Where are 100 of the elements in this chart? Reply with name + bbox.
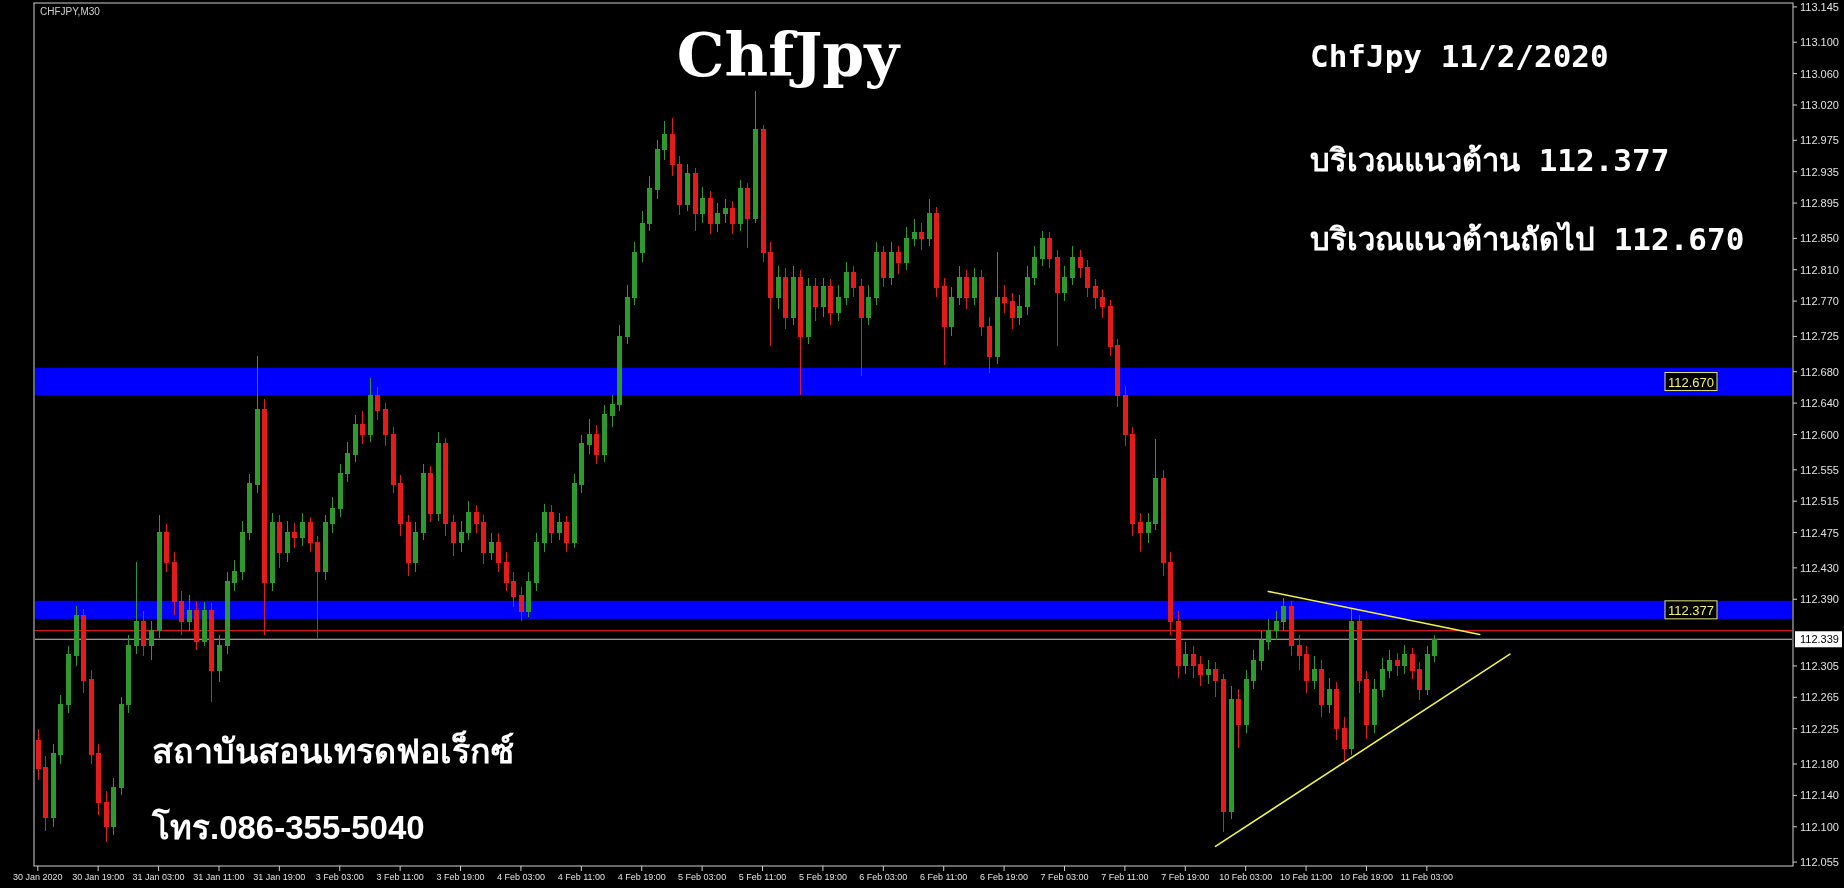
y-tick-label: 112.935	[1800, 165, 1839, 178]
candlestick	[533, 531, 540, 593]
candlestick	[193, 600, 200, 651]
candlestick	[1046, 231, 1053, 269]
candlestick	[1296, 633, 1303, 671]
candlestick	[654, 139, 661, 200]
x-tick-label: 5 Feb 11:00	[738, 872, 787, 882]
candlestick	[820, 276, 827, 318]
y-tick-label: 112.850	[1800, 232, 1839, 245]
candlestick	[616, 323, 623, 412]
candlestick	[865, 284, 872, 326]
candlestick	[344, 441, 351, 483]
candlestick	[412, 521, 419, 573]
candlestick	[1031, 245, 1038, 287]
y-tick-label: 112.895	[1800, 197, 1839, 210]
candlestick	[420, 463, 427, 542]
candlestick	[118, 696, 125, 797]
candlestick	[503, 551, 510, 593]
y-tick-label: 112.180	[1800, 758, 1839, 771]
x-tick-label: 3 Feb 11:00	[376, 872, 424, 882]
candlestick	[510, 571, 517, 608]
y-tick-label: 112.810	[1800, 263, 1839, 276]
y-tick-label: 112.725	[1800, 330, 1839, 343]
candlestick	[148, 620, 155, 662]
candlestick	[1273, 610, 1280, 641]
candlestick	[171, 551, 178, 616]
candlestick	[352, 414, 359, 463]
x-tick-label: 6 Feb 11:00	[920, 872, 968, 882]
candlestick	[843, 261, 850, 306]
annotation: CHFJPY,M30	[40, 6, 101, 17]
x-tick-label: 10 Feb 11:00	[1279, 872, 1333, 882]
candlestick	[880, 245, 887, 288]
y-tick-label: 112.305	[1800, 659, 1839, 672]
candlestick	[722, 198, 729, 224]
candlestick	[948, 286, 955, 338]
candlestick	[1114, 338, 1121, 408]
candlestick	[1318, 659, 1325, 718]
annotation: บริเวณแนวต้านถัดไป 112.670	[1310, 221, 1745, 257]
candlestick	[646, 174, 653, 232]
candlestick	[1084, 259, 1091, 298]
candlestick	[88, 669, 95, 765]
candlestick	[729, 200, 736, 236]
candlestick	[405, 513, 412, 577]
candlestick	[812, 276, 819, 322]
candlestick	[42, 755, 49, 832]
x-tick-label: 10 Feb 03:00	[1219, 872, 1273, 882]
candlestick	[1424, 645, 1431, 696]
candlestick	[699, 186, 706, 224]
band-label: 112.377	[1664, 600, 1718, 620]
candlestick	[1069, 245, 1076, 287]
candlestick	[1431, 634, 1438, 663]
y-tick-label: 112.055	[1800, 856, 1839, 869]
candlestick	[1054, 249, 1061, 347]
candlestick	[442, 437, 449, 538]
candlestick	[601, 403, 608, 463]
candlestick	[631, 241, 638, 306]
candlestick	[284, 520, 291, 563]
candlestick	[971, 267, 978, 306]
x-tick-label: 4 Feb 11:00	[557, 872, 606, 882]
y-tick-label: 112.475	[1800, 526, 1839, 539]
ref-line-label: 112.339	[1800, 633, 1839, 646]
candlestick	[1379, 657, 1386, 699]
candlestick	[80, 607, 87, 695]
x-tick-label: 5 Feb 03:00	[678, 872, 727, 882]
candlestick	[1288, 600, 1295, 657]
candlestick	[359, 410, 366, 445]
candlestick	[208, 602, 215, 703]
candlestick	[110, 777, 117, 836]
y-tick-label: 113.100	[1800, 36, 1839, 49]
candlestick	[1099, 288, 1106, 320]
candlestick	[186, 594, 193, 632]
candlestick	[963, 269, 970, 310]
candlestick	[103, 790, 110, 843]
y-tick-label: 112.680	[1800, 365, 1839, 378]
x-tick-label: 6 Feb 03:00	[859, 872, 908, 882]
candlestick	[994, 251, 1001, 365]
candlestick	[246, 473, 253, 542]
candlestick	[1175, 610, 1182, 679]
candlestick	[201, 600, 208, 648]
candlestick	[941, 276, 948, 367]
candlestick	[1333, 680, 1340, 742]
candlestick	[669, 116, 676, 177]
y-tick-label: 112.640	[1800, 397, 1839, 410]
candlestick	[291, 522, 298, 549]
candlestick	[307, 516, 314, 553]
candlestick	[495, 532, 502, 573]
x-tick-label: 3 Feb 19:00	[436, 872, 485, 882]
candlestick	[1001, 284, 1008, 314]
candlestick	[269, 512, 276, 593]
candlestick	[1220, 673, 1227, 833]
candlestick	[918, 221, 925, 251]
candlestick	[578, 433, 585, 495]
candlestick	[450, 513, 457, 557]
candlestick	[382, 402, 389, 447]
annotation: ChfJpy 11/2/2020	[1310, 38, 1609, 74]
x-tick-label: 7 Feb 19:00	[1161, 872, 1210, 882]
candlestick	[790, 265, 797, 326]
candlestick	[1182, 641, 1189, 675]
candlestick	[827, 278, 834, 326]
candlestick	[178, 590, 185, 636]
